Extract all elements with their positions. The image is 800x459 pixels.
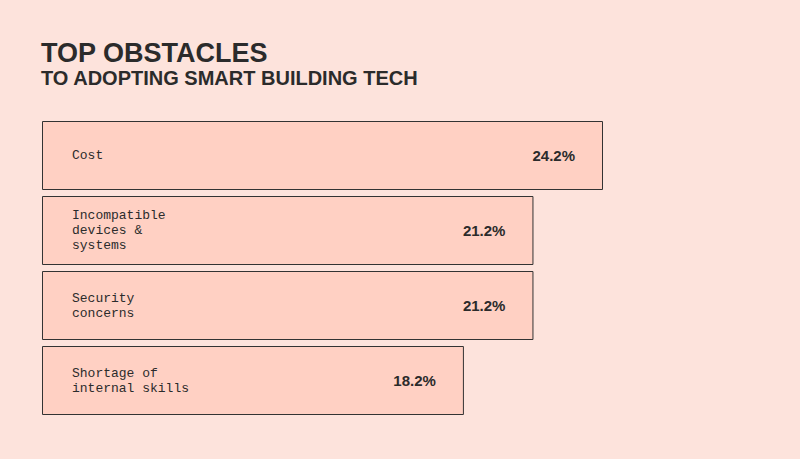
svg-text:TO ADOPTING SMART BUILDING TEC: TO ADOPTING SMART BUILDING TECH bbox=[41, 67, 418, 89]
svg-text:internal skills: internal skills bbox=[72, 381, 189, 396]
svg-text:18.2%: 18.2% bbox=[393, 372, 436, 389]
svg-text:21.2%: 21.2% bbox=[463, 222, 506, 239]
svg-text:systems: systems bbox=[72, 238, 127, 253]
svg-text:concerns: concerns bbox=[72, 306, 134, 321]
svg-text:devices &: devices & bbox=[72, 223, 150, 238]
svg-text:21.2%: 21.2% bbox=[463, 297, 506, 314]
svg-text:Cost: Cost bbox=[72, 148, 103, 163]
svg-text:TOP OBSTACLES: TOP OBSTACLES bbox=[41, 38, 268, 68]
svg-text:Incompatible: Incompatible bbox=[72, 208, 173, 223]
svg-text:Security: Security bbox=[72, 291, 142, 306]
svg-text:24.2%: 24.2% bbox=[532, 147, 575, 164]
svg-text:Shortage of: Shortage of bbox=[72, 366, 166, 381]
